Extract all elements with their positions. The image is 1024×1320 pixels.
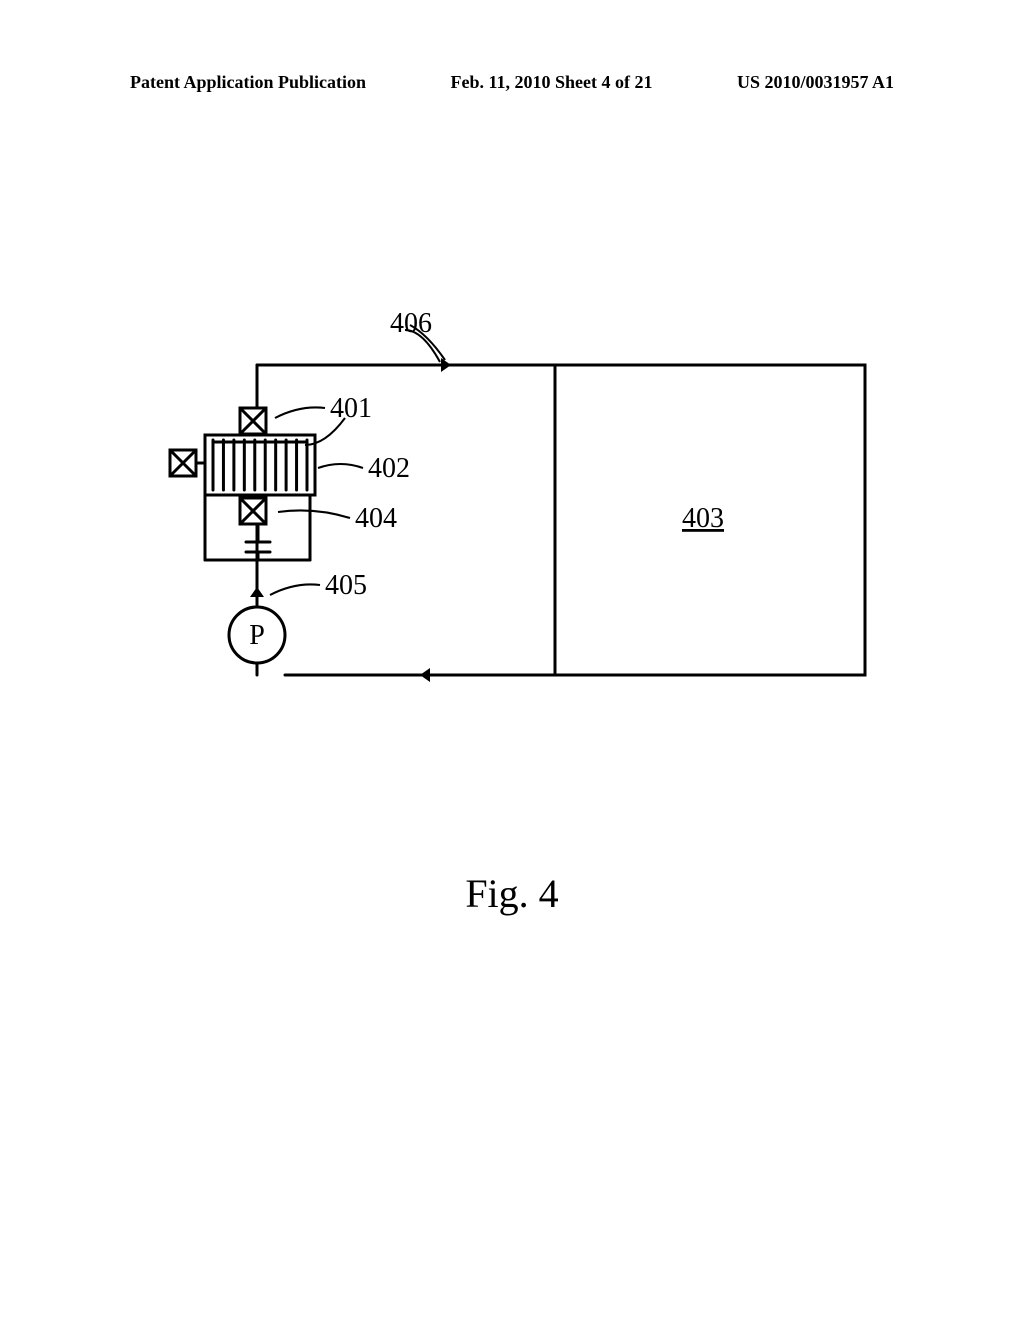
ref-406: 406 xyxy=(390,308,432,339)
header-left: Patent Application Publication xyxy=(130,72,366,93)
header-right: US 2010/0031957 A1 xyxy=(737,72,894,93)
diagram-svg: P 406 401 402 404 405 403 xyxy=(130,300,890,900)
svg-text:403: 403 xyxy=(682,503,724,534)
figure-caption: Fig. 4 xyxy=(0,870,1024,917)
page-header: Patent Application Publication Feb. 11, … xyxy=(0,72,1024,93)
ref-404: 404 xyxy=(355,503,397,534)
ref-401: 401 xyxy=(330,393,372,424)
ref-405: 405 xyxy=(325,570,367,601)
ref-402: 402 xyxy=(368,453,410,484)
header-center: Feb. 11, 2010 Sheet 4 of 21 xyxy=(451,72,653,93)
patent-diagram: P 406 401 402 404 405 403 xyxy=(130,300,890,900)
svg-text:P: P xyxy=(249,620,265,651)
